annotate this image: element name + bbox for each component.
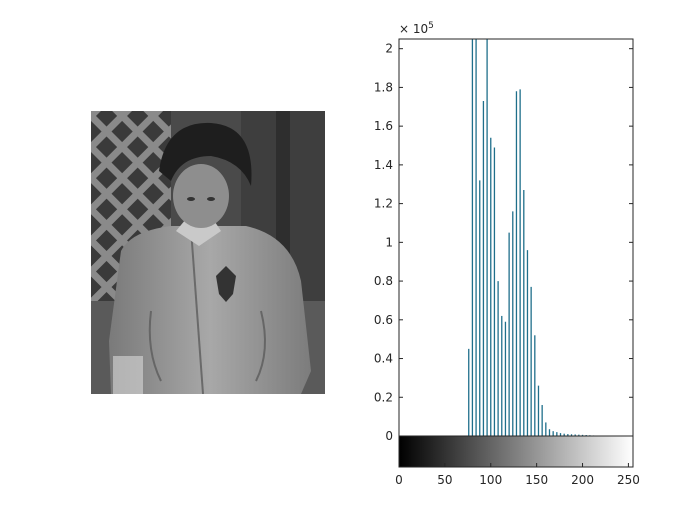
y-tick-label: 0.8 [374,274,393,288]
x-tick-label: 100 [479,473,502,487]
x-axis-ticks: 0 50 100 150 200 250 [395,463,640,487]
y-tick-label: 2 [385,42,393,56]
y-tick-label: 1.8 [374,80,393,94]
y-tick-label: 1.4 [374,158,393,172]
y-tick-label: 0 [385,429,393,443]
x-tick-label: 0 [395,473,403,487]
y-tick-label: 1 [385,235,393,249]
grayscale-photo [91,111,325,394]
y-tick-label: 1.2 [374,197,393,211]
grayscale-colorbar [398,435,634,468]
y-tick-label: 0.2 [374,390,393,404]
x-tick-label: 250 [617,473,640,487]
x-tick-label: 50 [437,473,452,487]
y-tick-label: 0.6 [374,313,393,327]
y-exponent-label: × 105 [399,21,434,36]
x-tick-label: 150 [525,473,548,487]
y-axis-ticks: 0 0.2 0.4 0.6 0.8 1 1.2 1.4 1.6 1.8 2 [374,42,633,443]
x-tick-label: 200 [571,473,594,487]
histogram-bars [468,39,595,436]
y-tick-label: 1.6 [374,119,393,133]
y-tick-label: 0.4 [374,352,393,366]
